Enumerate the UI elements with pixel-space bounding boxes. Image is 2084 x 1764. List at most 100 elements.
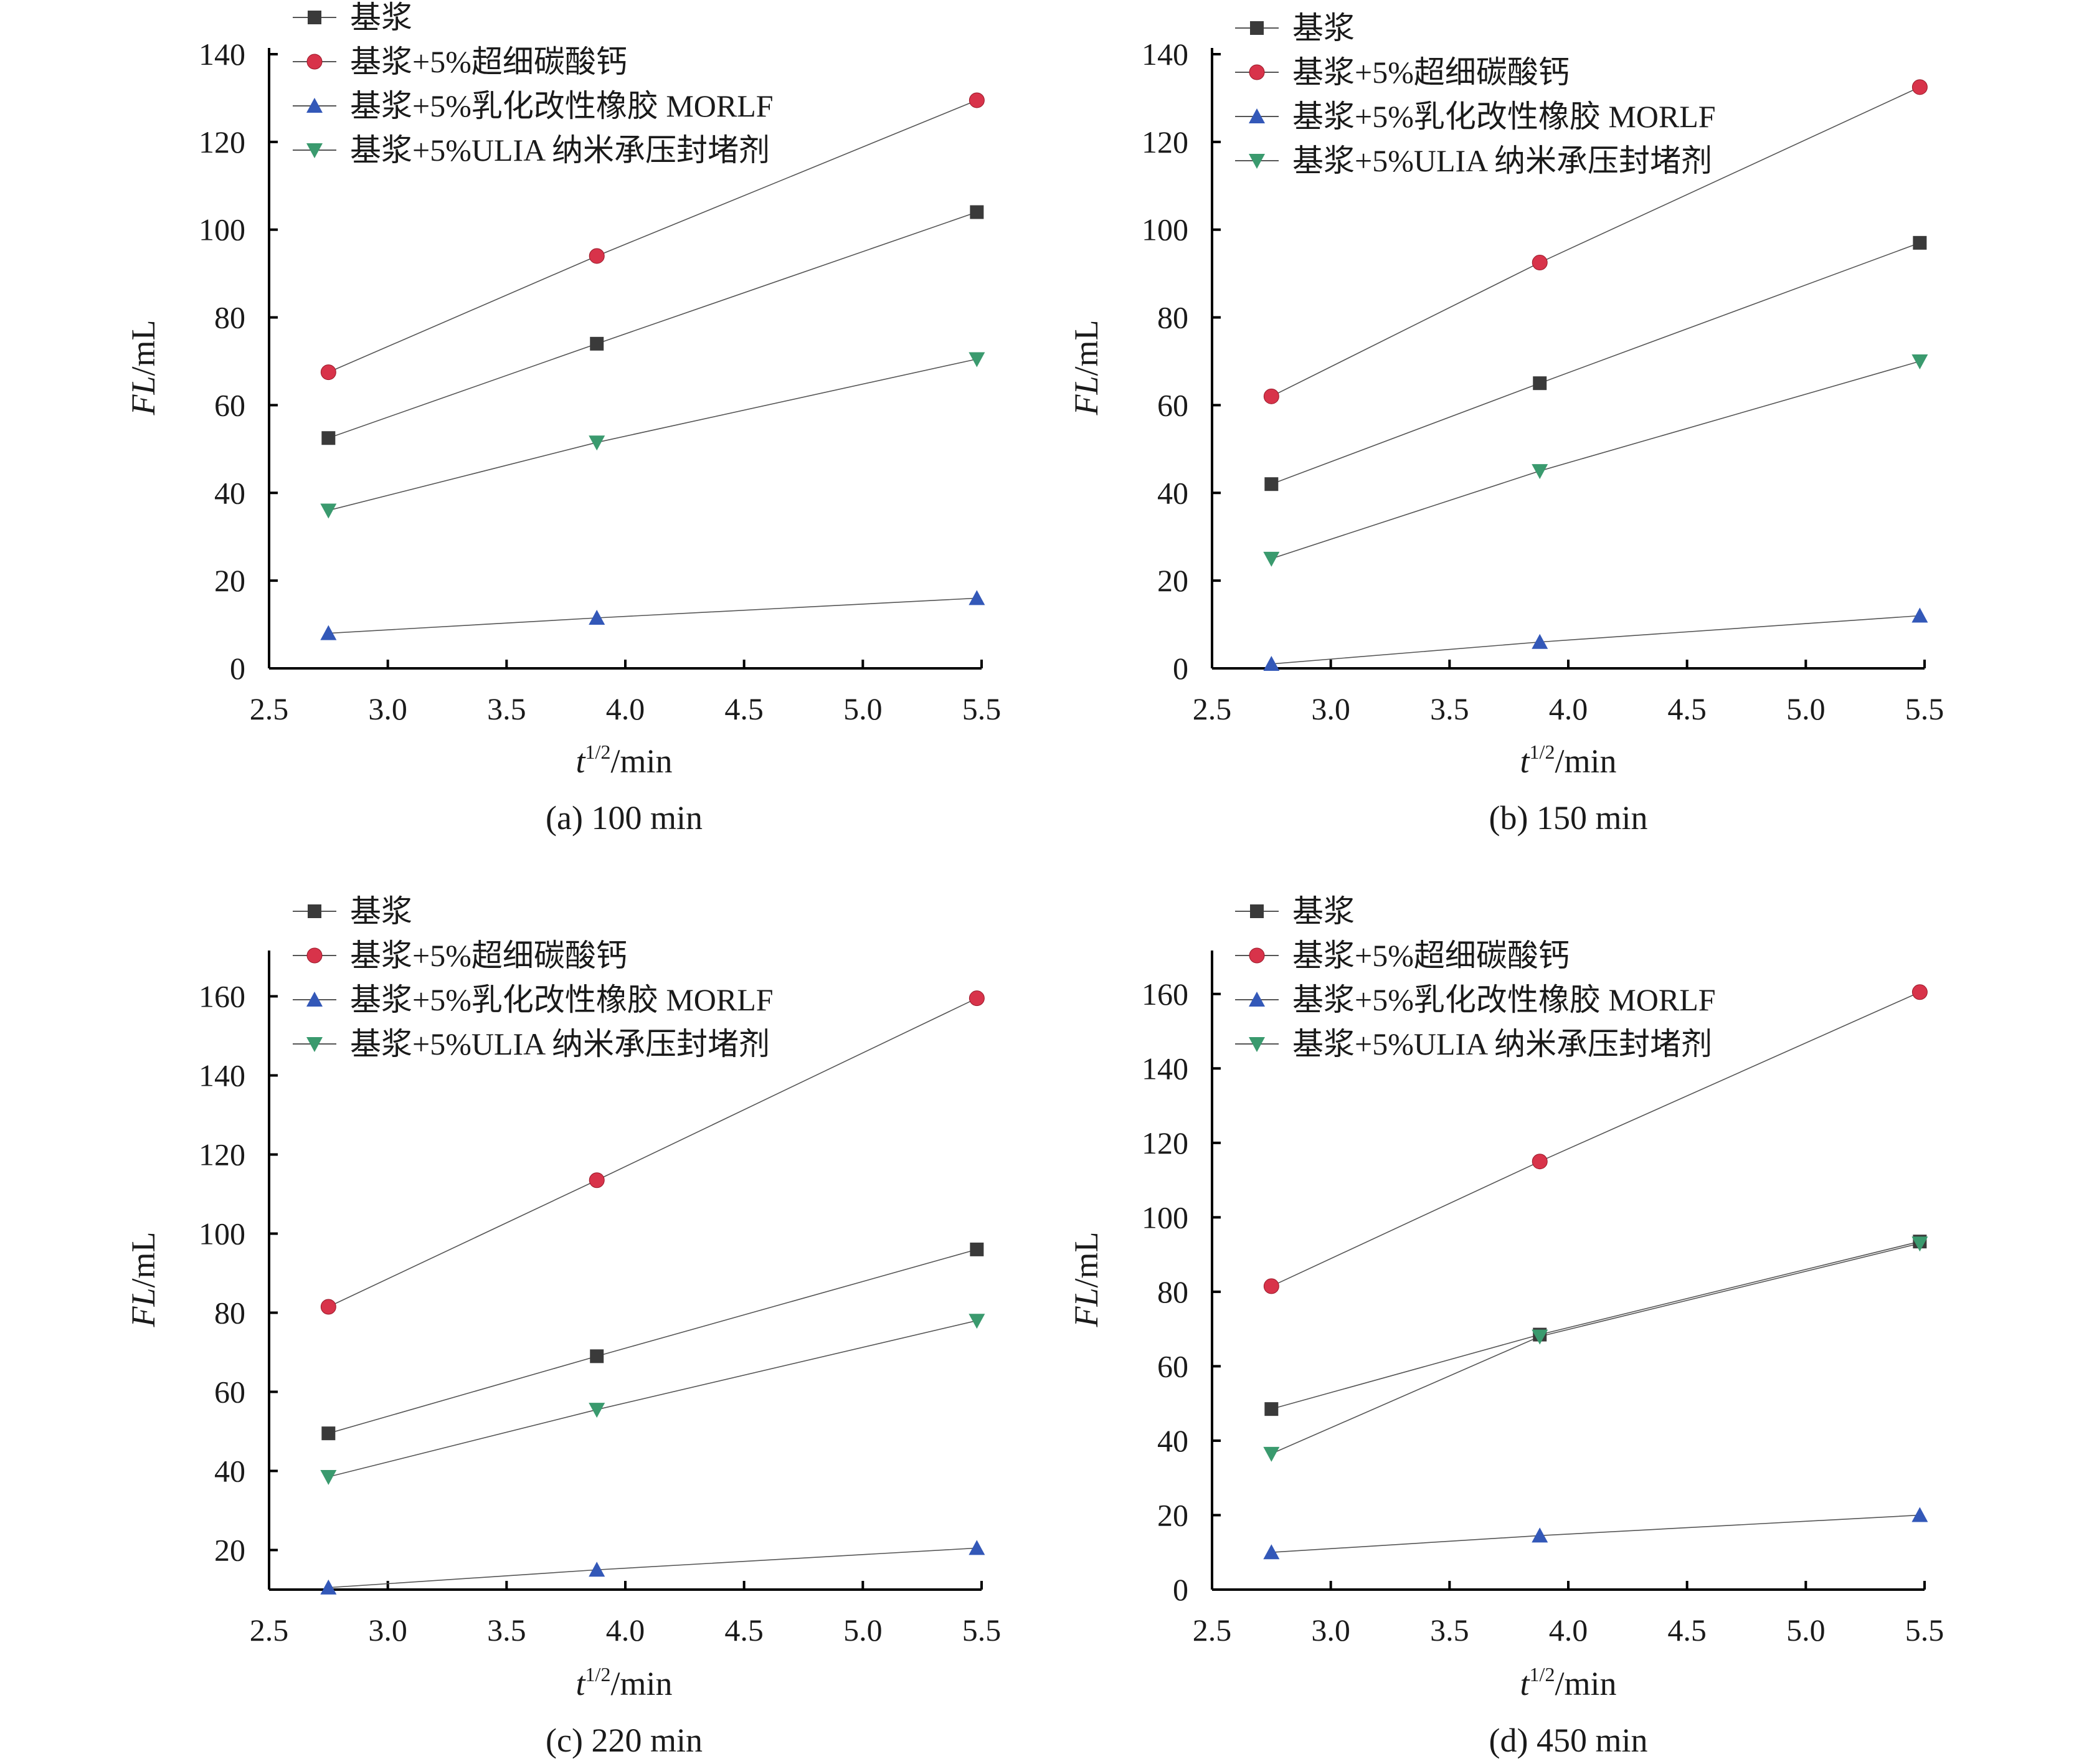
y-axis-label-var: FL [125, 1287, 162, 1327]
data-point-marker [1911, 984, 1928, 1000]
data-point-marker [969, 352, 985, 368]
data-point-marker [589, 435, 605, 451]
y-tick-label: 0 [1173, 1572, 1188, 1607]
data-point-marker [1263, 551, 1280, 567]
x-tick-label: 4.5 [724, 1613, 764, 1648]
x-axis-label-var: t [576, 1665, 587, 1702]
x-tick-label: 5.0 [843, 691, 883, 726]
x-tick-label: 3.5 [1430, 1613, 1469, 1648]
x-tick-label: 2.5 [1193, 1613, 1232, 1648]
legend-marker [1250, 904, 1264, 918]
y-tick-label: 80 [214, 300, 245, 335]
x-axis-label: t1/2/min [1520, 1663, 1617, 1702]
legend-marker [1249, 1037, 1265, 1052]
y-tick-label: 20 [214, 563, 245, 598]
x-tick-label: 5.0 [843, 1613, 883, 1648]
legend-label: 基浆+5%ULIA 纳米承压封堵剂 [350, 1027, 770, 1061]
legend-label: 基浆+5%超细碳酸钙 [350, 938, 627, 973]
x-tick-label: 5.5 [1905, 691, 1944, 726]
data-point-marker [969, 92, 985, 108]
data-point-marker [1533, 376, 1547, 391]
legend-marker [1249, 992, 1265, 1007]
x-axis-label-sup: 1/2 [585, 741, 611, 763]
x-axis-label-unit: /min [1555, 742, 1616, 780]
y-tick-label: 20 [1157, 563, 1188, 598]
x-tick-label: 4.0 [1549, 1613, 1588, 1648]
x-tick-label: 2.5 [250, 691, 289, 726]
y-tick-label: 80 [1157, 1274, 1188, 1309]
y-tick-label: 60 [214, 387, 245, 422]
panel-caption: (c) 220 min [546, 1722, 703, 1759]
y-tick-label: 140 [199, 37, 245, 72]
data-point-marker [589, 248, 605, 264]
y-tick-label: 40 [214, 1454, 245, 1489]
x-tick-label: 5.0 [1786, 691, 1826, 726]
legend-label: 基浆 [350, 0, 412, 35]
x-axis-label-unit: /min [1555, 1665, 1616, 1702]
y-tick-label: 120 [1142, 125, 1188, 159]
data-point-marker [1263, 1278, 1279, 1294]
legend-marker [306, 992, 323, 1007]
legend-label: 基浆 [1292, 894, 1355, 929]
y-axis-label-unit: /mL [125, 1231, 162, 1287]
x-tick-label: 3.5 [487, 1613, 526, 1648]
data-point-marker [321, 1426, 336, 1441]
y-tick-label: 160 [199, 979, 245, 1014]
data-point-marker [1264, 1402, 1279, 1416]
legend-label: 基浆+5%超细碳酸钙 [1292, 938, 1570, 973]
y-tick-label: 60 [214, 1375, 245, 1410]
legend-marker [1250, 21, 1264, 35]
x-tick-label: 4.5 [1667, 691, 1707, 726]
panel-caption: (d) 450 min [1489, 1722, 1648, 1759]
series-line-2 [1271, 615, 1920, 665]
series-line-3 [1271, 361, 1920, 559]
data-point-marker [1532, 464, 1548, 480]
chart-panel-2: 2.5 3.0 3.5 4.0 4.5 5.0 5.5 20 40 60 80 100 120 140 16… [125, 894, 1001, 1759]
data-point-marker [589, 1562, 605, 1577]
y-axis-label: FL/mL [1068, 320, 1105, 415]
x-tick-label: 2.5 [1193, 691, 1232, 726]
legend-marker [308, 904, 321, 918]
series-line-3 [1271, 1243, 1920, 1454]
y-tick-label: 40 [214, 475, 245, 510]
y-tick-label: 80 [214, 1296, 245, 1330]
y-tick-label: 160 [1142, 977, 1188, 1012]
y-tick-label: 40 [1157, 475, 1188, 510]
data-point-marker [969, 590, 985, 605]
data-point-marker [1911, 354, 1928, 369]
data-point-marker [590, 336, 604, 351]
y-tick-label: 120 [199, 125, 245, 159]
x-axis-label-sup: 1/2 [1530, 1663, 1555, 1686]
legend-marker [306, 947, 323, 964]
x-tick-label: 3.5 [1430, 691, 1469, 726]
chart-panel-0: 2.5 3.0 3.5 4.0 4.5 5.0 5.5 0 20 40 60 80 100 120 140 t… [125, 0, 1001, 837]
data-point-marker [320, 1470, 337, 1486]
data-point-marker [320, 1299, 336, 1315]
y-axis-label: FL/mL [1068, 1231, 1105, 1327]
data-point-marker [1263, 655, 1280, 671]
x-axis-label-var: t [576, 742, 587, 780]
x-tick-label: 5.5 [1905, 1613, 1944, 1648]
series-line-3 [328, 358, 977, 511]
legend-marker [1249, 108, 1265, 123]
y-axis-label-var: FL [125, 376, 162, 415]
x-tick-label: 5.5 [962, 1613, 1002, 1648]
y-tick-label: 80 [1157, 300, 1188, 335]
legend-label: 基浆+5%乳化改性橡胶 MORLF [350, 982, 774, 1017]
data-point-marker [1532, 255, 1548, 271]
y-axis-label: FL/mL [125, 1231, 162, 1327]
legend-marker [308, 11, 321, 24]
x-tick-label: 5.5 [962, 691, 1002, 726]
x-axis-label-unit: /min [610, 742, 672, 780]
data-point-marker [1911, 1236, 1928, 1252]
data-point-marker [320, 625, 337, 640]
y-tick-label: 100 [1142, 212, 1188, 247]
y-axis-label-unit: /mL [125, 320, 162, 376]
series-line-2 [1271, 1514, 1920, 1553]
series-line-0 [1271, 242, 1920, 485]
chart-panel-1: 2.5 3.0 3.5 4.0 4.5 5.0 5.5 0 20 40 60 80 100 120 140 t… [1068, 11, 1944, 837]
data-point-marker [970, 205, 984, 219]
data-point-marker [1911, 607, 1928, 623]
